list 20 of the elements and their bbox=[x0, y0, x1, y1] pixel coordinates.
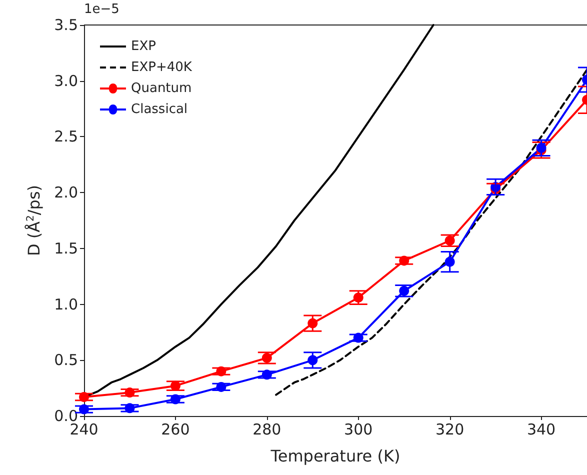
legend-label: EXP+40K bbox=[131, 60, 192, 75]
y-tick-label: 3.0 bbox=[54, 72, 78, 90]
y-axis-title: D (Å2/ps) bbox=[24, 184, 44, 256]
y-tick-label: 1.0 bbox=[54, 295, 78, 314]
text: 1e−5 bbox=[84, 2, 120, 17]
line-series bbox=[275, 68, 587, 396]
y-tick-label: 0.5 bbox=[54, 351, 78, 370]
y-tick-label: 2.0 bbox=[54, 184, 78, 202]
x-tick-label: 260 bbox=[161, 420, 190, 438]
x-tick-label: 280 bbox=[252, 420, 282, 438]
legend-label: Quantum bbox=[131, 81, 192, 96]
x-tick-label: 340 bbox=[526, 420, 556, 438]
y-tick-label: 1.5 bbox=[54, 239, 78, 258]
x-axis-title: Temperature (K) bbox=[270, 446, 400, 466]
y-tick-label: 2.5 bbox=[54, 128, 78, 146]
x-tick-label: 320 bbox=[436, 420, 464, 438]
y-tick-label: 3.5 bbox=[54, 16, 78, 34]
legend-label: Classical bbox=[131, 102, 188, 117]
legend-label: EXP bbox=[131, 39, 156, 54]
x-tick-label: 300 bbox=[344, 420, 373, 438]
